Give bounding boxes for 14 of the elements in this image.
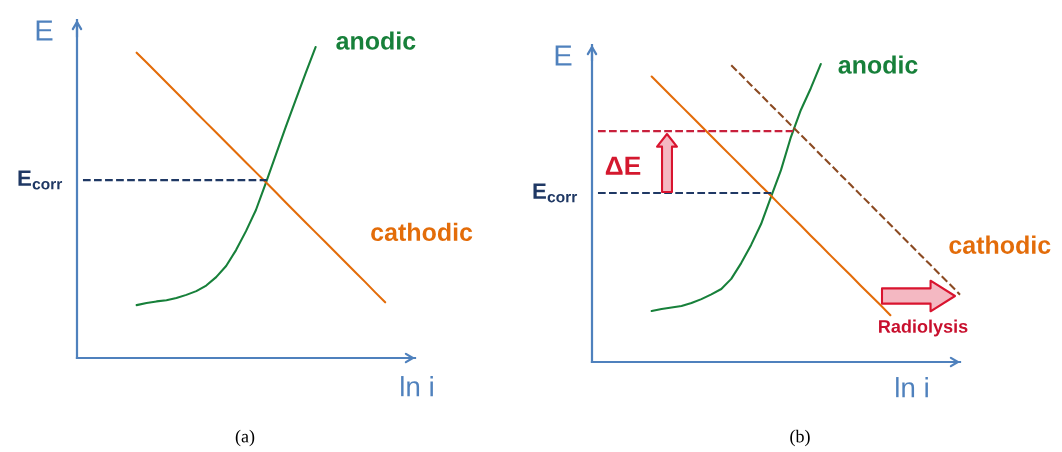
annotation: Radiolysis (879, 319, 968, 337)
series-label: cathodic (371, 222, 473, 242)
series-label: anodic (336, 31, 416, 50)
text: (b) (790, 429, 810, 447)
y-axis-title: E (36, 20, 53, 41)
y-axis-title: E (555, 45, 572, 66)
text: (a) (235, 429, 255, 447)
annotation: ΔE (605, 156, 641, 175)
x-axis-title: ln i (896, 377, 928, 398)
x-axis-title: ln i (401, 376, 433, 397)
ref-line-label: E$_{corr}$ (533, 183, 578, 203)
text: cathodic (949, 235, 1051, 254)
ref-line-label: E$_{corr}$ (18, 170, 63, 190)
series-label: anodic (838, 55, 918, 74)
